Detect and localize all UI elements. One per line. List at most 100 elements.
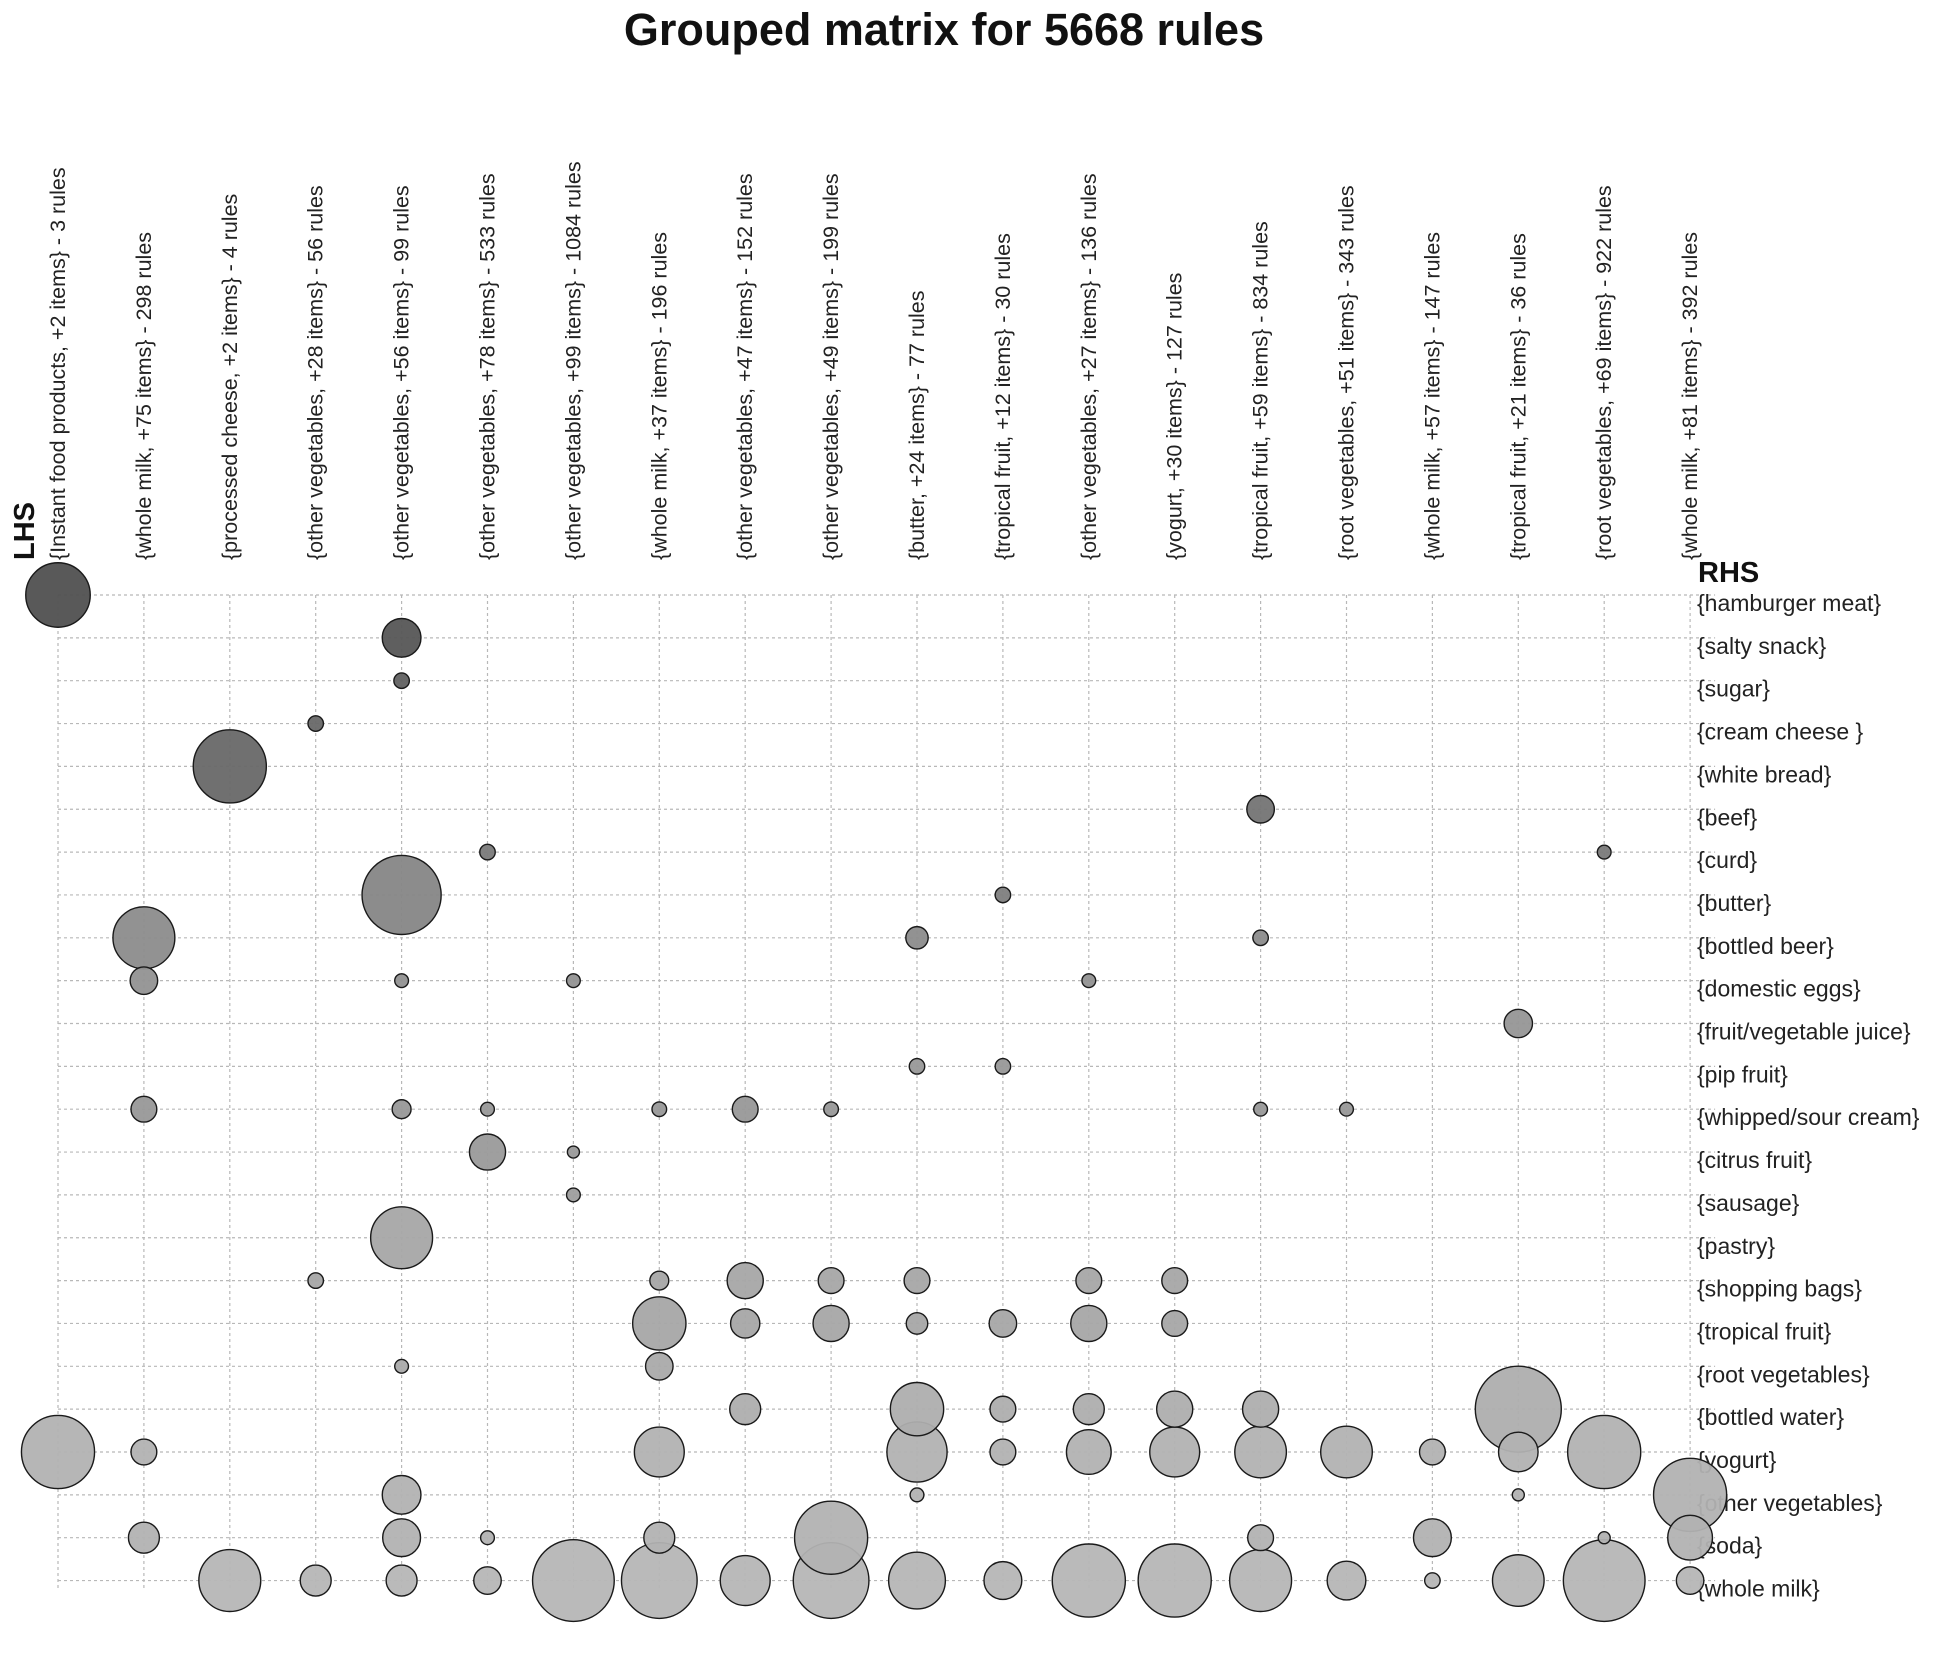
rule-bubble <box>566 1145 581 1159</box>
rule-bubble <box>1161 1309 1189 1338</box>
rule-bubble <box>198 1548 262 1613</box>
rhs-item-label: {shopping bags} <box>1697 1276 1862 1302</box>
rule-bubble <box>381 617 422 658</box>
rule-bubble <box>565 1187 581 1203</box>
rule-bubble <box>989 1438 1017 1466</box>
rule-bubble <box>983 1560 1023 1601</box>
rule-bubble <box>644 1351 674 1381</box>
rhs-item-label: {sausage} <box>1697 1190 1800 1216</box>
rule-bubble <box>394 973 410 989</box>
rule-bubble <box>479 1530 496 1546</box>
rule-bubble <box>130 1438 158 1466</box>
rule-bubble <box>817 1266 845 1295</box>
rule-bubble <box>1511 1488 1526 1502</box>
lhs-group-label: {whole milk, +37 items} - 196 rules <box>647 232 671 560</box>
rule-bubble <box>1503 1008 1534 1039</box>
rhs-item-label: {hamburger meat} <box>1697 590 1881 616</box>
lhs-group-label: {other vegetables, +28 items} - 56 rules <box>304 185 328 560</box>
rule-bubble <box>651 1101 668 1118</box>
rhs-item-label: {white bread} <box>1697 761 1832 787</box>
rule-bubble <box>1667 1514 1714 1561</box>
rule-bubble <box>1566 1414 1642 1490</box>
rule-bubble <box>1137 1543 1212 1618</box>
rule-bubble <box>793 1500 869 1575</box>
rule-bubble <box>473 1566 502 1596</box>
rule-bubble <box>631 1296 687 1351</box>
rule-bubble <box>1246 1524 1275 1552</box>
rule-bubble <box>726 1261 764 1300</box>
rule-bubble <box>1155 1390 1194 1428</box>
rule-bubble <box>479 1101 496 1117</box>
rhs-item-label: {root vegetables} <box>1697 1361 1870 1387</box>
rule-bubble <box>1597 1530 1611 1545</box>
rhs-item-label: {curd} <box>1697 847 1757 873</box>
rule-bubble <box>1412 1518 1453 1558</box>
lhs-group-label: {Instant food products, +2 items} - 3 ru… <box>46 167 70 560</box>
rhs-item-label: {salty snack} <box>1697 633 1826 659</box>
rule-bubble <box>1081 973 1097 989</box>
rhs-axis-label: RHS <box>1698 557 1759 589</box>
rule-bubble <box>719 1554 771 1607</box>
rule-bubble <box>1161 1266 1189 1295</box>
rule-bubble <box>812 1304 850 1343</box>
rule-bubble <box>905 1311 929 1335</box>
rhs-item-label: {whipped/sour cream} <box>1697 1104 1920 1130</box>
rule-bubble <box>1072 1392 1105 1426</box>
rule-bubble <box>129 966 159 996</box>
lhs-group-labels: {Instant food products, +2 items} - 3 ru… <box>46 161 1702 560</box>
rule-bubble <box>1228 1548 1293 1613</box>
rule-bubble <box>1075 1266 1103 1295</box>
rule-bubble <box>1149 1426 1201 1478</box>
rule-bubble <box>130 1095 158 1123</box>
rule-bubble <box>1051 1543 1127 1618</box>
rhs-item-label: {bottled water} <box>1697 1404 1844 1430</box>
rule-bubble <box>989 1395 1017 1423</box>
lhs-group-label: {whole milk, +57 items} - 147 rules <box>1420 232 1444 560</box>
lhs-group-label: {other vegetables, +27 items} - 136 rule… <box>1077 173 1101 560</box>
rule-bubble <box>391 1099 412 1120</box>
lhs-group-label: {root vegetables, +69 items} - 922 rules <box>1592 185 1616 560</box>
rule-bubble <box>887 1551 947 1610</box>
rule-bubble <box>1423 1572 1441 1589</box>
rule-bubble <box>988 1308 1018 1338</box>
rule-bubble <box>307 715 325 732</box>
rhs-item-label: {bottled beer} <box>1697 933 1834 959</box>
lhs-group-label: {yogurt, +30 items} - 127 rules <box>1163 273 1187 560</box>
rule-bubble <box>994 886 1012 904</box>
rhs-item-label: {other vegetables} <box>1697 1490 1883 1516</box>
rule-bubble <box>643 1521 676 1554</box>
lhs-axis-label: LHS <box>9 502 41 560</box>
rule-bubble <box>381 1474 422 1515</box>
rule-bubble <box>369 1206 434 1270</box>
rule-bubble <box>394 1358 410 1374</box>
rule-bubble <box>385 1564 418 1597</box>
rule-bubble <box>1675 1566 1705 1596</box>
rhs-item-label: {cream cheese } <box>1697 719 1864 745</box>
lhs-group-label: {root vegetables, +51 items} - 343 rules <box>1335 185 1359 560</box>
rule-bubble <box>1319 1425 1373 1479</box>
rule-bubble <box>649 1270 670 1291</box>
rule-bubble <box>729 1392 762 1426</box>
rule-bubble <box>1253 1101 1269 1117</box>
rhs-item-labels: {hamburger meat} {salty snack} {sugar} {cre… <box>1697 590 1920 1602</box>
rule-bubble <box>381 1518 422 1558</box>
rule-bubble <box>479 843 496 861</box>
rule-bubble <box>112 906 176 970</box>
rule-bubble <box>1065 1428 1112 1476</box>
lhs-group-label: {other vegetables, +56 items} - 99 rules <box>390 185 414 560</box>
rule-bubble <box>20 1414 96 1490</box>
rule-bubble <box>620 1542 698 1620</box>
rule-bubbles <box>20 562 1728 1623</box>
rule-bubble <box>823 1101 840 1118</box>
lhs-group-label: {tropical fruit, +12 items} - 30 rules <box>991 233 1015 560</box>
rule-bubble <box>1491 1554 1545 1608</box>
rule-bubble <box>633 1426 685 1478</box>
lhs-group-label: {tropical fruit, +59 items} - 834 rules <box>1249 221 1273 560</box>
rule-bubble <box>729 1308 761 1339</box>
rule-bubble <box>905 925 929 950</box>
lhs-group-label: {butter, +24 items} - 77 rules <box>905 290 929 560</box>
lhs-group-label: {tropical fruit, +21 items} - 36 rules <box>1506 233 1530 560</box>
rule-bubble <box>908 1057 926 1075</box>
rhs-item-label: {sugar} <box>1697 676 1770 702</box>
rhs-item-label: {tropical fruit} <box>1697 1318 1832 1344</box>
